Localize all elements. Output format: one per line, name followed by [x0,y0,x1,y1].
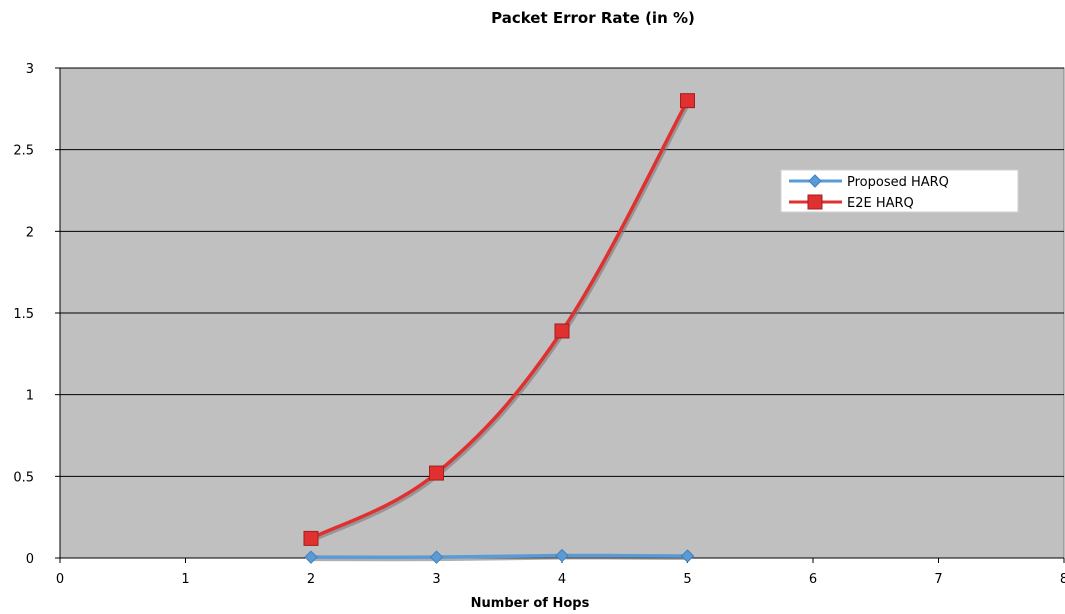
series-e2e-harq [303,93,695,546]
data-point [680,93,695,109]
tick-labels: 0 0.5 1 1.5 2 2.5 3 0 1 2 3 4 5 6 7 8 [13,62,1065,587]
series-line [310,99,690,540]
legend-item: E2E HARQ [789,194,914,211]
series-proposed-harq [304,548,695,564]
y-tick-label: 1.5 [13,307,34,322]
legend-marker [808,174,822,188]
series-layer [303,93,695,564]
legend-label: Proposed HARQ [847,175,949,190]
x-tick-label: 1 [181,572,189,587]
y-tick-label: 2.5 [13,144,34,159]
x-tick-label: 7 [934,572,942,587]
y-tick-label: 0 [26,552,34,567]
data-point [555,548,569,563]
x-tick-label: 5 [683,572,691,587]
x-tick-label: 3 [432,572,440,587]
data-point [303,530,319,546]
data-point [554,323,570,339]
chart-title: Packet Error Rate (in %) [491,9,695,27]
legend: Proposed HARQ E2E HARQ [780,169,1019,213]
legend-marker [807,194,823,210]
y-tick-label: 0.5 [13,470,34,485]
legend-label: E2E HARQ [847,196,914,211]
series-line [310,553,688,560]
gridlines [60,67,1064,477]
y-tick-label: 3 [26,62,34,77]
series-line-shadow [312,555,690,562]
x-tick-label: 0 [56,572,64,587]
y-tick-label: 2 [26,225,34,240]
x-tick-label: 8 [1060,572,1065,587]
x-axis-title: Number of Hops [471,596,590,611]
x-tick-label: 4 [558,572,566,587]
x-tick-label: 2 [307,572,315,587]
legend-item: Proposed HARQ [789,174,949,190]
series-line-shadow [311,101,691,543]
data-point [304,550,318,564]
y-tick-label: 1 [26,389,34,404]
data-point [429,550,444,564]
data-point [680,549,695,563]
data-point [429,465,444,481]
x-tick-label: 6 [809,572,817,587]
